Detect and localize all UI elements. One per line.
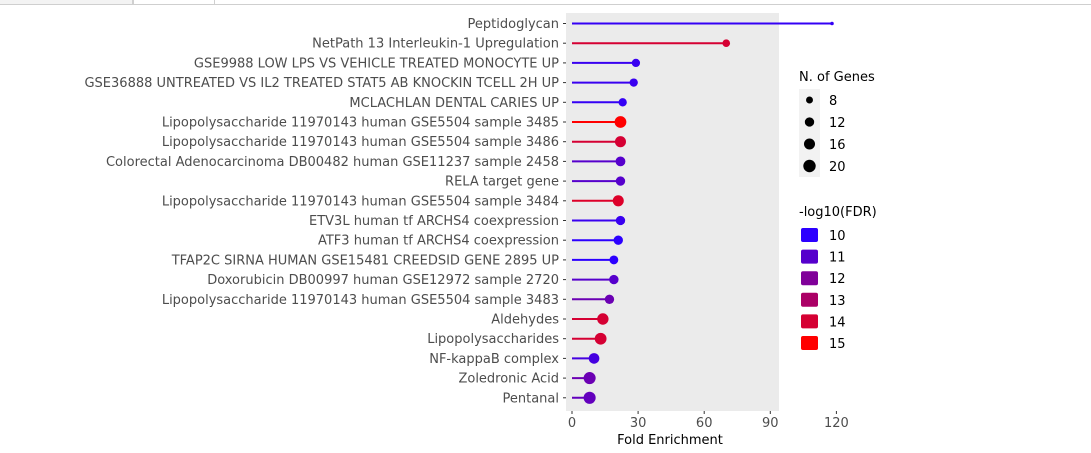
- lollipop-point: [629, 78, 638, 87]
- color-legend-label: 15: [829, 337, 846, 352]
- color-legend-swatch: [801, 292, 818, 307]
- tab-left[interactable]: [0, 0, 133, 4]
- color-legend-swatch: [801, 336, 818, 350]
- lollipop-point: [830, 21, 834, 26]
- color-legend-swatch: [801, 228, 818, 242]
- size-legend-dot: [803, 159, 816, 173]
- y-tick-label: Aldehydes: [491, 313, 559, 328]
- plot-panel: [566, 13, 779, 411]
- x-tick-label: 120: [824, 416, 849, 431]
- color-legend-label: 12: [829, 272, 846, 287]
- lollipop-point: [615, 215, 626, 226]
- lollipop-point: [609, 255, 619, 265]
- y-tick-label: RELA target gene: [445, 175, 559, 190]
- size-legend-dot: [803, 138, 816, 150]
- y-tick-label: ETV3L human tf ARCHS4 coexpression: [309, 214, 559, 229]
- color-legend: -log10(FDR) 10 11 12 13 14 15: [799, 205, 877, 352]
- size-legend-label: 20: [829, 160, 846, 175]
- y-tick-label: Pentanal: [503, 391, 560, 406]
- color-legend-swatch: [801, 271, 818, 286]
- color-legend-items: 10 11 12 13 14 15: [801, 228, 846, 352]
- x-tick-label: 0: [568, 416, 576, 431]
- y-tick-label: TFAP2C SIRNA HUMAN GSE15481 CREEDSID GEN…: [171, 253, 559, 268]
- y-tick-label: GSE9988 LOW LPS VS VEHICLE TREATED MONOC…: [194, 56, 559, 71]
- y-axis-labels: Peptidoglycan NetPath 13 Interleukin-1 Up…: [84, 17, 566, 406]
- x-axis-title: Fold Enrichment: [617, 433, 723, 448]
- window-top-strip: [0, 0, 1091, 5]
- size-legend-label: 8: [829, 94, 837, 109]
- x-axis: 0 30 60 90 120: [568, 411, 849, 431]
- lollipop-point: [583, 372, 596, 385]
- lollipop-point: [612, 195, 624, 207]
- lollipop-point: [594, 332, 607, 345]
- size-legend-label: 12: [829, 116, 846, 131]
- y-tick-label: Lipopolysaccharides: [427, 332, 559, 347]
- y-tick-label: Doxorubicin DB00997 human GSE12972 sampl…: [207, 273, 559, 288]
- lollipop-point: [722, 39, 731, 48]
- size-legend: N. of Genes 8 12 16 20: [799, 70, 875, 177]
- lollipop-point: [618, 98, 627, 107]
- y-tick-label: MCLACHLAN DENTAL CARIES UP: [349, 96, 559, 111]
- y-tick-label: ATF3 human tf ARCHS4 coexpression: [318, 234, 559, 249]
- lollipop-point: [615, 156, 626, 167]
- y-tick-label: Peptidoglycan: [468, 17, 559, 32]
- tab-strip-border: [0, 4, 1091, 5]
- y-tick-label: Colorectal Adenocarcinoma DB00482 human …: [106, 155, 559, 170]
- x-tick-label: 60: [696, 416, 713, 431]
- y-tick-label: GSE36888 UNTREATED VS IL2 TREATED STAT5 …: [84, 76, 559, 91]
- tab-active[interactable]: [133, 0, 215, 5]
- size-legend-dot: [804, 117, 815, 127]
- y-tick-label: Lipopolysaccharide 11970143 human GSE550…: [162, 194, 559, 209]
- y-tick-label: Lipopolysaccharide 11970143 human GSE550…: [162, 116, 559, 131]
- x-tick-label: 90: [762, 416, 779, 431]
- size-legend-label: 16: [829, 138, 846, 153]
- color-legend-label: 13: [829, 294, 846, 309]
- size-legend-title: N. of Genes: [799, 70, 875, 85]
- lollipop-point: [614, 116, 627, 128]
- lollipop-point: [615, 176, 626, 186]
- y-tick-label: Zoledronic Acid: [458, 372, 559, 387]
- y-tick-label: NF-kappaB complex: [429, 352, 559, 367]
- x-tick-label: 30: [630, 416, 647, 431]
- lollipop-point: [588, 353, 600, 364]
- lollipop-point: [609, 274, 619, 285]
- lollipop-point: [614, 136, 626, 148]
- size-legend-key-bg: [799, 89, 820, 177]
- lollipop-point: [583, 391, 596, 404]
- color-legend-swatch: [801, 314, 818, 329]
- y-tick-label: Lipopolysaccharide 11970143 human GSE550…: [162, 293, 559, 308]
- color-legend-swatch: [801, 249, 818, 264]
- color-legend-label: 14: [829, 315, 846, 330]
- lollipop-point: [604, 294, 615, 304]
- lollipop-layer: [572, 21, 834, 404]
- size-legend-dot: [806, 96, 813, 104]
- color-legend-label: 10: [829, 229, 846, 244]
- color-legend-title: -log10(FDR): [799, 205, 877, 220]
- lollipop-point: [613, 235, 623, 245]
- lollipop-point: [597, 313, 609, 325]
- color-legend-label: 11: [829, 251, 846, 266]
- y-tick-label: Lipopolysaccharide 11970143 human GSE550…: [162, 135, 559, 150]
- lollipop-point: [631, 58, 641, 68]
- size-legend-items: 8 12 16 20: [803, 94, 846, 175]
- y-tick-label: NetPath 13 Interleukin-1 Upregulation: [312, 37, 559, 52]
